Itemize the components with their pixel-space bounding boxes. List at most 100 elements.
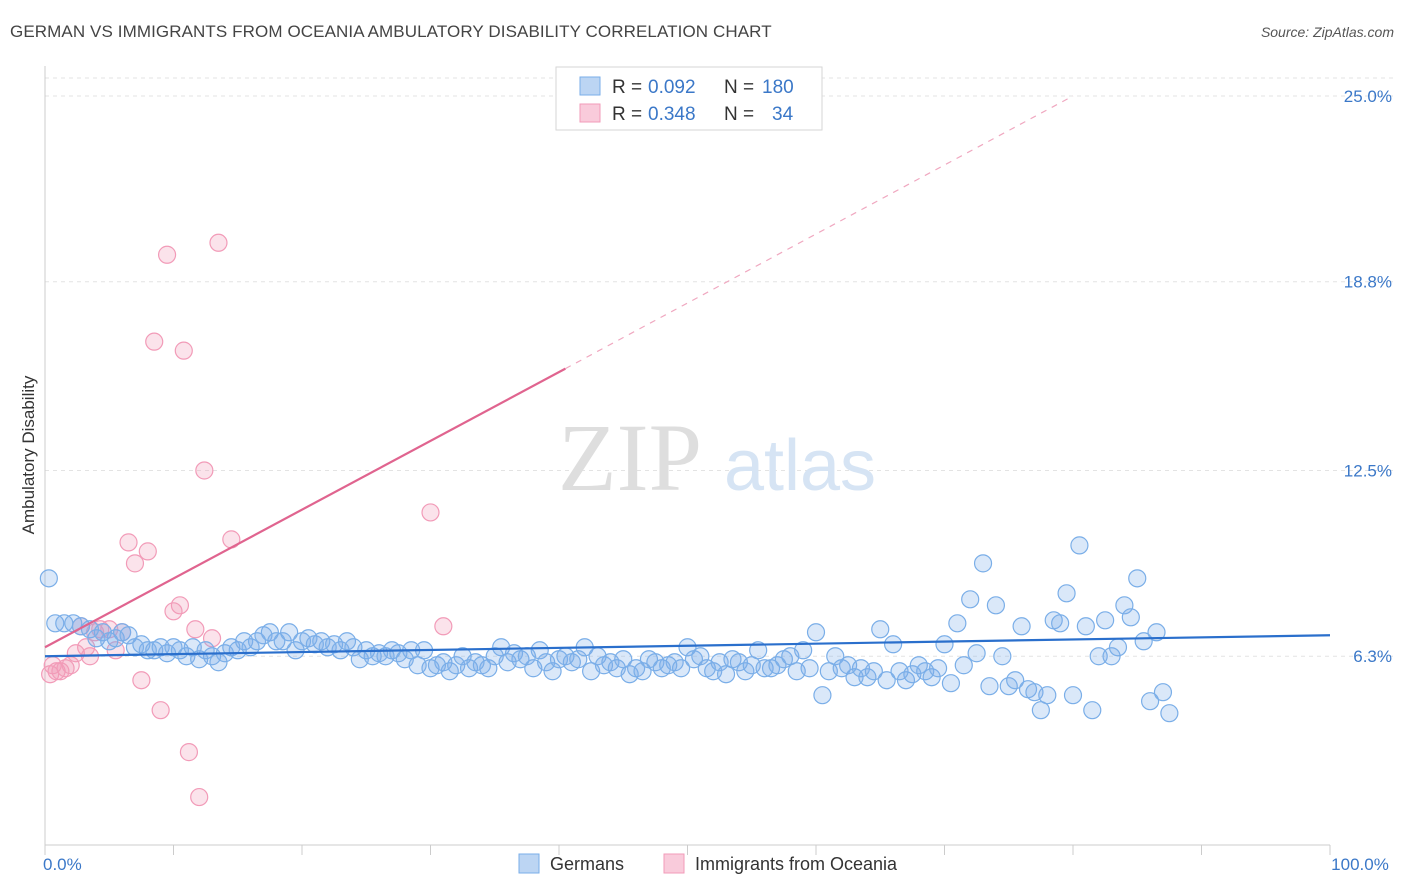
point-germans (1096, 611, 1115, 630)
point-germans (1057, 584, 1076, 603)
point-germans (1006, 671, 1025, 690)
point-germans (928, 659, 948, 678)
point-germans (993, 647, 1012, 666)
point-germans (39, 569, 58, 588)
watermark: ZIP atlas (558, 404, 876, 511)
point-germans (267, 632, 286, 651)
point-germans (1121, 608, 1140, 627)
point-germans (1012, 617, 1031, 636)
series-germans-points (39, 536, 1179, 723)
point-oceania (195, 461, 214, 480)
point-germans (864, 662, 883, 681)
point-germans (273, 632, 292, 651)
point-oceania (66, 644, 85, 663)
point-germans (935, 635, 954, 654)
x-tick-label: 0.0% (43, 855, 82, 874)
series-legend-swatch-germans (518, 853, 540, 874)
point-oceania (421, 503, 440, 522)
legend-swatch-oceania (579, 103, 601, 123)
axis-layer (44, 66, 1331, 855)
trend-line-germans (44, 634, 1331, 658)
point-germans (1108, 638, 1128, 657)
legend-n-label-1: N = (724, 77, 754, 98)
point-germans (794, 641, 813, 660)
point-oceania (170, 596, 190, 615)
chart-title: GERMAN VS IMMIGRANTS FROM OCEANIA AMBULA… (10, 22, 772, 41)
watermark-zip: ZIP (558, 404, 702, 511)
point-germans (883, 635, 903, 654)
legend-n-value-1: 180 (762, 77, 794, 98)
point-germans (1147, 623, 1166, 642)
tick-labels: 6.3% 12.5% 18.8% 25.0% 0.0% 100.0% (43, 87, 1392, 874)
point-germans (941, 674, 961, 693)
legend-n-value-2: 34 (772, 104, 794, 125)
trend-line-oceania (44, 367, 566, 649)
point-germans (986, 596, 1006, 615)
point-oceania (138, 542, 157, 561)
point-germans (877, 671, 896, 690)
point-germans (280, 623, 299, 642)
point-oceania (190, 787, 209, 807)
point-germans (1031, 701, 1050, 720)
point-germans (961, 590, 980, 609)
series-legend-label-germans: Germans (550, 854, 624, 874)
series-legend-swatch-oceania (663, 853, 685, 874)
legend-r-label-2: R = (612, 104, 642, 125)
legend-r-label-1: R = (612, 77, 642, 98)
series-legend-label-oceania: Immigrants from Oceania (695, 854, 898, 874)
point-oceania (132, 671, 151, 690)
stats-legend: R = 0.092 N = 180 R = 0.348 N = 34 (555, 66, 823, 131)
point-germans (1063, 686, 1083, 705)
point-germans (1140, 692, 1160, 711)
point-germans (1128, 569, 1147, 588)
point-germans (749, 641, 768, 660)
y-axis-label: Ambulatory Disability (19, 375, 38, 534)
point-germans (980, 677, 999, 696)
point-oceania (51, 662, 70, 681)
series-oceania-points (41, 233, 453, 807)
point-oceania (151, 701, 170, 720)
legend-r-value-1: 0.092 (648, 77, 696, 98)
point-oceania (56, 659, 75, 678)
grid-layer (45, 77, 1394, 657)
point-germans (1089, 647, 1108, 666)
point-oceania (434, 617, 453, 636)
point-germans (1038, 686, 1057, 705)
point-oceania (125, 554, 145, 573)
point-germans (845, 668, 864, 687)
point-oceania (179, 743, 199, 762)
point-germans (800, 659, 819, 678)
point-germans (973, 554, 993, 573)
y-tick-label: 12.5% (1344, 461, 1392, 480)
point-germans (1102, 647, 1121, 666)
legend-n-label-2: N = (724, 104, 754, 125)
point-oceania (186, 620, 205, 639)
y-tick-label: 18.8% (1344, 273, 1392, 292)
legend-swatch-germans (579, 76, 601, 96)
trend-line-oceania-extension (565, 95, 1074, 370)
point-germans (286, 641, 305, 660)
point-germans (806, 623, 826, 642)
point-germans (1051, 614, 1070, 633)
point-germans (871, 620, 890, 639)
x-tick-label: 100.0% (1331, 855, 1389, 874)
point-germans (954, 656, 973, 675)
point-germans (922, 668, 941, 687)
point-germans (716, 665, 736, 684)
point-oceania (119, 533, 138, 552)
point-germans (1153, 683, 1173, 702)
point-oceania (145, 332, 164, 351)
point-germans (1070, 536, 1089, 555)
watermark-atlas: atlas (724, 426, 876, 506)
legend-r-value-2: 0.348 (648, 104, 696, 125)
point-germans (1076, 617, 1095, 636)
point-oceania (174, 341, 193, 360)
chart-source: Source: ZipAtlas.com (1260, 24, 1394, 40)
y-tick-label: 25.0% (1344, 87, 1392, 106)
point-germans (948, 614, 967, 633)
point-germans (1160, 704, 1179, 723)
point-germans (614, 650, 633, 669)
trend-layer (44, 95, 1331, 658)
